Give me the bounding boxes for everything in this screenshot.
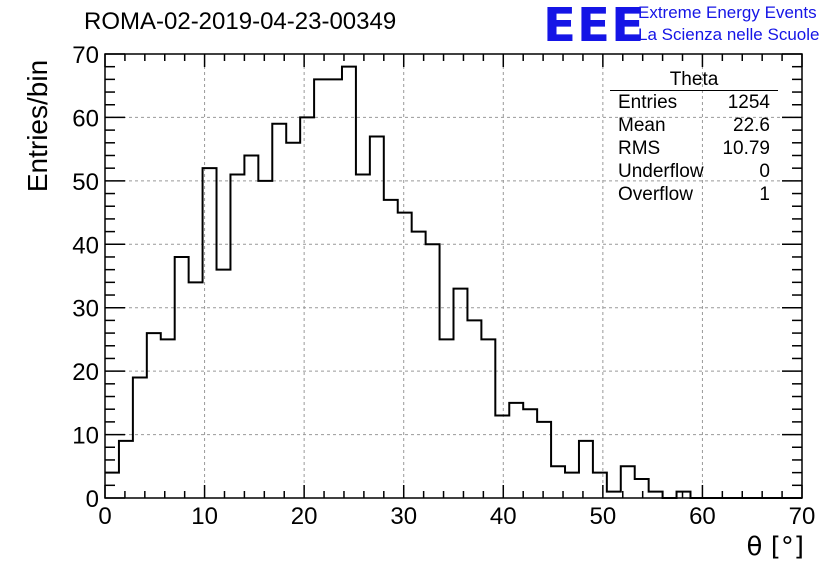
stats-row-overflow: Overflow 1 (610, 183, 778, 206)
x-tick-labels: 0 10 20 30 40 50 60 70 (98, 503, 815, 530)
histogram-bin (635, 479, 649, 498)
histogram-bin (565, 473, 579, 498)
stats-value: 22.6 (733, 115, 770, 136)
histogram-bin (300, 117, 314, 498)
histogram-bin (398, 213, 412, 498)
stats-value: 1 (759, 184, 770, 205)
x-axis-label: θ [°] (746, 532, 804, 562)
x-tick-label: 50 (590, 503, 617, 530)
x-tick-label: 60 (689, 503, 716, 530)
x-tick-label: 70 (789, 503, 816, 530)
histogram-bin (370, 136, 384, 498)
histogram-bin (412, 232, 426, 498)
histogram-bin (175, 257, 189, 498)
x-tick-label: 10 (191, 503, 218, 530)
histogram-bin (286, 143, 300, 498)
stats-label: Overflow (618, 184, 693, 205)
x-tick-label: 30 (390, 503, 417, 530)
histogram-bin (119, 441, 133, 498)
y-tick-label: 0 (86, 486, 99, 513)
chart-title: ROMA-02-2019-04-23-00349 (84, 8, 397, 35)
y-tick-label: 70 (72, 42, 99, 69)
x-tick-label: 20 (291, 503, 318, 530)
histogram-bin (161, 339, 175, 498)
histogram-bin (509, 403, 523, 498)
stats-box: Theta Entries 1254 Mean 22.6 RMS 10.79 U… (610, 70, 778, 206)
logo-tagline-2: La Scienza nelle Scuole (638, 25, 820, 44)
y-axis-label-text: Entries/bin (22, 59, 53, 193)
stats-label: Entries (618, 92, 678, 113)
stats-value: 0 (759, 161, 770, 182)
stats-row-entries: Entries 1254 (610, 91, 778, 114)
y-tick-label: 30 (72, 296, 99, 323)
plot-frame (104, 53, 803, 499)
histogram-bin (467, 320, 481, 498)
stats-label: Underflow (618, 161, 704, 182)
stats-value: 10.79 (722, 138, 770, 159)
histogram-bin (217, 270, 231, 498)
histogram-bin (244, 155, 258, 498)
x-tick-label: 0 (98, 503, 111, 530)
histogram-bin (328, 79, 342, 498)
stats-label: RMS (618, 138, 661, 159)
histogram-bin (481, 339, 495, 498)
stats-label: Mean (618, 115, 666, 136)
histogram-bin (189, 282, 203, 498)
histogram-bin (147, 333, 161, 498)
histogram-bin (230, 175, 244, 498)
histogram-bin (537, 422, 551, 498)
logo-tagline-1: Extreme Energy Events (638, 3, 817, 22)
histogram-bin (579, 441, 593, 498)
x-tick-label: 40 (490, 503, 517, 530)
histogram-bin (593, 473, 607, 498)
y-tick-label: 50 (72, 169, 99, 196)
y-tick-label: 40 (72, 232, 99, 259)
histogram-outline (105, 65, 802, 499)
stats-value: 1254 (727, 92, 770, 113)
histogram-bin (133, 377, 147, 498)
histogram-bin (272, 124, 286, 498)
histogram-bin (314, 79, 328, 498)
y-tick-label: 10 (72, 423, 99, 450)
histogram-bin (342, 67, 356, 498)
histogram-bin (440, 339, 454, 498)
histogram-bin (258, 181, 272, 498)
y-tick-labels: 0 10 20 30 40 50 60 70 (72, 42, 99, 513)
stats-box-title: Theta (610, 70, 778, 91)
histogram-bin (356, 175, 370, 498)
y-tick-label: 60 (72, 105, 99, 132)
stats-row-mean: Mean 22.6 (610, 114, 778, 137)
axis-ticks (104, 53, 803, 499)
grid-lines (105, 54, 802, 498)
histogram-bin (454, 289, 468, 498)
stats-row-underflow: Underflow 0 (610, 160, 778, 183)
eee-logo: EEE (543, 0, 646, 52)
y-tick-label: 20 (72, 359, 99, 386)
stats-row-rms: RMS 10.79 (610, 137, 778, 160)
histogram-bin (523, 409, 537, 498)
histogram-bin (495, 416, 509, 498)
